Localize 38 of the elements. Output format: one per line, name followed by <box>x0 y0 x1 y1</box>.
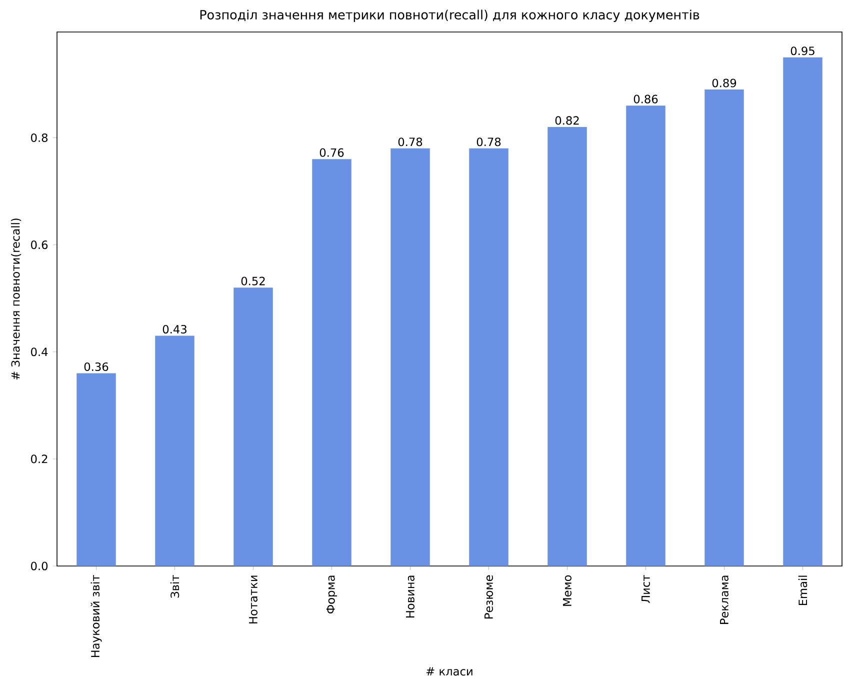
x-tick-label: Email <box>798 576 808 606</box>
bar <box>626 106 666 566</box>
bar <box>548 127 587 566</box>
data-label: 0.52 <box>241 276 265 286</box>
y-tick-label: 0.6 <box>31 240 48 250</box>
x-tick-label: Реклама <box>720 576 728 624</box>
bar <box>76 373 116 566</box>
y-tick-label: 0.8 <box>31 133 48 142</box>
data-label: 0.82 <box>555 116 579 125</box>
x-tick-label: Резюме <box>484 575 493 618</box>
y-tick-label: 0.4 <box>31 348 48 356</box>
data-label: 0.89 <box>712 78 736 88</box>
x-tick-label: Лист <box>642 575 650 603</box>
bar <box>312 159 352 566</box>
bar <box>155 336 194 566</box>
data-label: 0.86 <box>634 94 658 104</box>
x-tick-label: Форма <box>326 576 338 614</box>
bar <box>469 148 508 566</box>
bar <box>234 288 273 566</box>
x-tick-label: Нотатки <box>249 576 258 624</box>
data-label: 0.76 <box>320 148 344 157</box>
y-tick-label: 0.2 <box>31 454 48 464</box>
data-label: 0.95 <box>790 46 814 56</box>
x-tick-label: Науковий звіт <box>90 575 102 658</box>
bar <box>704 90 744 566</box>
bar <box>390 148 430 566</box>
data-label: 0.78 <box>476 138 501 146</box>
bar <box>783 57 822 566</box>
data-label: 0.36 <box>84 362 108 372</box>
x-tick-label: Новина <box>406 576 414 618</box>
x-tick-label: Мемо <box>563 575 572 606</box>
chart-title: Розподіл значення метрики повноти(recall) для кожного класу документів <box>200 10 700 22</box>
x-tick-label: Звіт <box>170 575 180 598</box>
data-label: 0.43 <box>162 324 186 334</box>
y-tick-label: 0.0 <box>31 562 48 570</box>
x-axis-title: # класи <box>426 667 472 676</box>
y-axis-title: # Значення повноти(recall) <box>11 218 22 380</box>
data-label: 0.78 <box>398 138 422 146</box>
